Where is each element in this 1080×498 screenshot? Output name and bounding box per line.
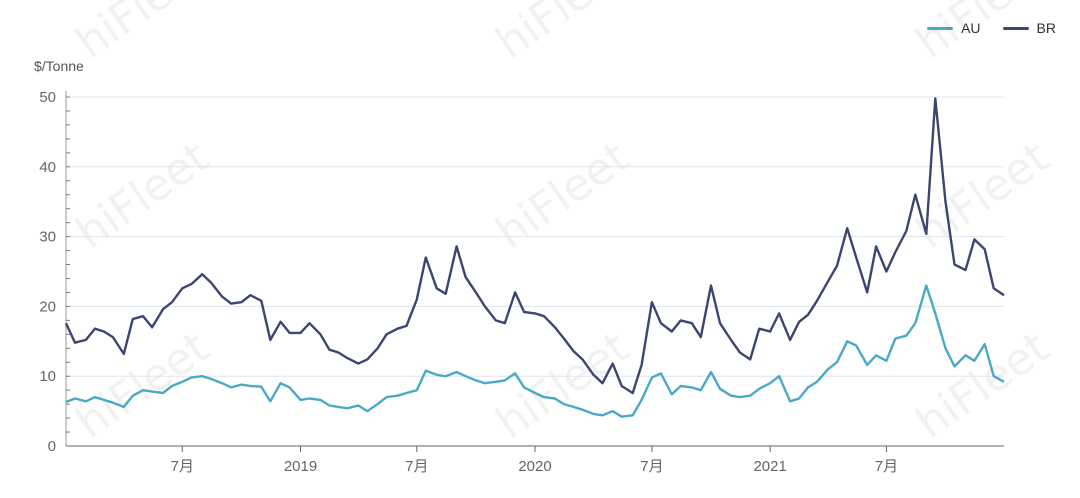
watermark-text: hiFleet <box>67 132 218 259</box>
x-tick-label: 2020 <box>518 458 551 475</box>
y-tick-label: 10 <box>39 368 56 385</box>
chart-legend: AU BR <box>927 20 1056 36</box>
x-tick-label: 2019 <box>284 458 317 475</box>
legend-label-au: AU <box>961 20 981 36</box>
legend-swatch-au <box>927 26 954 30</box>
watermark-text: hiFleet <box>487 132 638 259</box>
y-tick-label: 40 <box>39 159 56 176</box>
x-tick-label: 2021 <box>753 458 786 475</box>
y-tick-label: 0 <box>48 438 56 455</box>
y-tick-label: 50 <box>39 89 56 106</box>
series-line-au <box>65 284 1005 418</box>
x-tick-label: 7月 <box>171 458 194 475</box>
watermark-text: hiFleet <box>907 0 1058 69</box>
x-tick-label: 7月 <box>640 458 663 475</box>
watermark-text: hiFleet <box>487 0 638 69</box>
watermark-text: hiFleet <box>487 322 638 449</box>
legend-label-br: BR <box>1036 20 1056 36</box>
legend-swatch-br <box>1002 26 1029 30</box>
x-tick-label: 7月 <box>875 458 898 475</box>
series-line-br <box>64 97 1005 395</box>
legend-item-au[interactable]: AU <box>927 20 981 36</box>
y-axis-unit-label: $/Tonne <box>34 58 84 74</box>
y-tick-label: 30 <box>39 229 56 246</box>
watermark-text: hiFleet <box>67 0 218 69</box>
watermark-text: hiFleet <box>907 322 1058 449</box>
legend-item-br[interactable]: BR <box>1002 20 1056 36</box>
x-tick-label: 7月 <box>405 458 428 475</box>
y-tick-label: 20 <box>39 298 56 315</box>
watermark-text: hiFleet <box>67 322 218 449</box>
